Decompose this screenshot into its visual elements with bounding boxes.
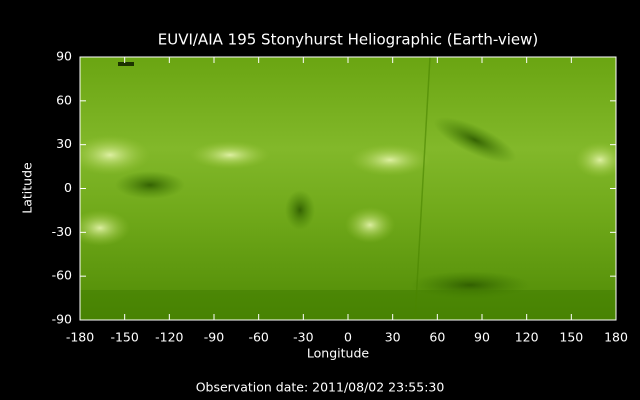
observation-date: Observation date: 2011/08/02 23:55:30 <box>196 380 445 395</box>
chart-title: EUVI/AIA 195 Stonyhurst Heliographic (Ea… <box>158 31 539 49</box>
x-tick-label: -90 <box>204 330 224 345</box>
x-tick-label: -120 <box>155 330 183 345</box>
solar-map-image <box>80 57 616 320</box>
x-tick-label: -30 <box>293 330 313 345</box>
y-tick-label: -30 <box>52 224 72 239</box>
y-tick-label: 30 <box>56 136 72 151</box>
x-tick-label: 150 <box>559 330 583 345</box>
x-tick-label: 0 <box>344 330 352 345</box>
y-tick-label: 90 <box>56 49 72 64</box>
x-tick-label: -150 <box>110 330 138 345</box>
x-tick-label: 120 <box>515 330 539 345</box>
y-tick-label: 60 <box>56 92 72 107</box>
y-axis-label: Latitude <box>20 162 35 214</box>
x-tick-label: -60 <box>248 330 268 345</box>
x-tick-label: 30 <box>385 330 401 345</box>
x-axis-label: Longitude <box>307 346 369 361</box>
x-tick-label: 180 <box>604 330 628 345</box>
x-tick-label: 90 <box>474 330 490 345</box>
y-tick-label: 0 <box>64 180 72 195</box>
x-tick-label: 60 <box>429 330 445 345</box>
y-tick-label: -60 <box>52 268 72 283</box>
y-tick-label: -90 <box>52 312 72 327</box>
x-tick-label: -180 <box>66 330 94 345</box>
